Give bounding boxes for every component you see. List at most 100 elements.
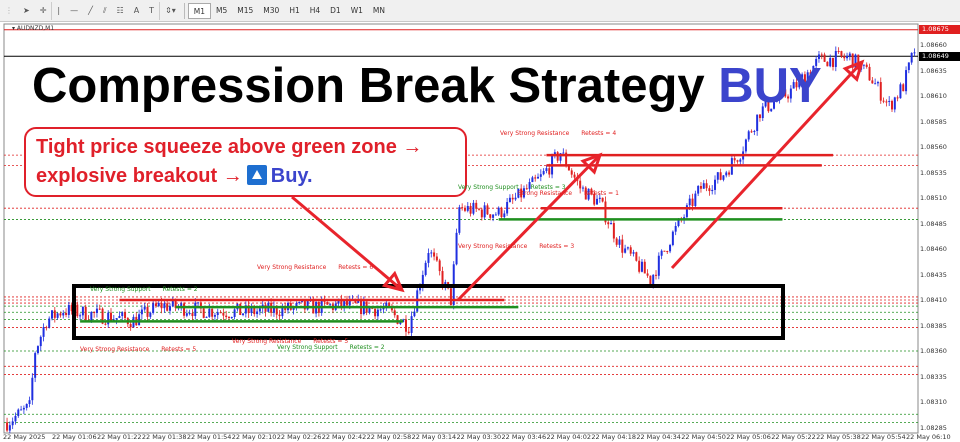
candle-body [194, 302, 197, 317]
candle-body [121, 312, 124, 317]
candle-body [449, 288, 452, 305]
timeframe-h1[interactable]: H1 [289, 5, 300, 15]
candle-body [750, 131, 753, 133]
candle-body [326, 301, 329, 305]
level-type: Very Strong Support [458, 184, 519, 191]
candle-body [36, 346, 39, 354]
candle-body [590, 188, 593, 194]
candle-body [348, 299, 351, 306]
candle-body [168, 306, 171, 311]
candle-body [691, 198, 694, 206]
timeframe-m30[interactable]: M30 [263, 5, 280, 15]
candle-body [25, 403, 28, 408]
candle-body [340, 298, 343, 307]
candle-body [854, 54, 857, 68]
candle-body [216, 312, 219, 316]
candle-body [486, 205, 489, 215]
candle-body [185, 313, 188, 316]
candle-body [70, 305, 73, 312]
breakout-arrow-1 [456, 153, 602, 302]
candle-body [817, 54, 820, 59]
candle-body [205, 316, 208, 318]
candle-body [213, 315, 216, 317]
candle-body [45, 327, 48, 329]
timeframe-m15[interactable]: M15 [237, 5, 254, 15]
candle-body [646, 273, 649, 276]
candle-body [191, 313, 194, 317]
timeframe-h4[interactable]: H4 [309, 5, 321, 15]
level-retests: Retests = 3 [539, 243, 575, 250]
candle-body [598, 197, 601, 199]
candle-body [152, 303, 155, 313]
cursor-icon[interactable]: ➤ [23, 5, 30, 15]
candle-body [728, 172, 731, 175]
candle-body [522, 188, 525, 198]
candle-body [458, 207, 461, 233]
candle-body [56, 313, 59, 318]
candle-body [907, 62, 910, 71]
price-tick: 1.08310 [920, 398, 947, 406]
time-tick: 22 May 2025 [3, 433, 46, 441]
candle-body [809, 72, 812, 76]
candle-body [497, 207, 500, 215]
candle-body [149, 312, 152, 317]
shapes-dropdown-icon[interactable]: ⇕▾ [159, 1, 181, 20]
candle-body [829, 57, 832, 67]
candle-body [109, 312, 112, 322]
level-label: Very Strong Resistance Retests = 6 [257, 264, 373, 271]
candle-body [6, 422, 9, 431]
level-retests: Retests = 2 [349, 344, 385, 351]
candle-body [615, 238, 618, 245]
channels-icon[interactable]: ⫽ [102, 5, 107, 15]
level-retests: Retests = 5 [313, 338, 349, 345]
level-label: Very Strong Resistance Retests = 3 [458, 243, 574, 250]
timeframe-mn[interactable]: MN [372, 5, 385, 15]
candle-body [739, 159, 742, 162]
candle-body [433, 252, 436, 257]
candle-body [435, 256, 438, 261]
candle-body [669, 245, 672, 252]
level-label: Strong Resistance Retests = 1 [518, 190, 619, 197]
text-icon[interactable]: A [133, 5, 140, 15]
candle-body [888, 100, 891, 102]
candle-body [183, 303, 186, 316]
price-tick: 1.08610 [920, 92, 947, 100]
horizontal-line-icon[interactable]: — [70, 5, 79, 15]
candle-body [67, 305, 70, 315]
fibonacci-icon[interactable]: ☷ [116, 5, 124, 15]
timeframe-m1[interactable]: M1 [187, 2, 212, 19]
candle-body [789, 88, 792, 99]
candle-body [14, 415, 17, 422]
callout-line-2: explosive breakout → [36, 165, 243, 187]
level-retests: Retests = 4 [581, 130, 617, 137]
trendline-icon[interactable]: ╱ [88, 5, 93, 15]
candle-body [832, 57, 835, 67]
candle-body [301, 301, 304, 303]
timeframe-w1[interactable]: W1 [350, 5, 363, 15]
candle-body [716, 172, 719, 180]
candle-body [910, 52, 913, 63]
candle-body [104, 323, 107, 325]
time-tick: 22 May 03:46 [501, 433, 547, 441]
candle-body [905, 70, 908, 92]
time-tick: 22 May 01:38 [141, 433, 187, 441]
time-tick: 22 May 05:06 [726, 433, 771, 441]
price-tick: 1.08485 [920, 219, 947, 228]
timeframe-d1[interactable]: D1 [330, 5, 341, 15]
candle-body [764, 100, 767, 107]
time-tick: 22 May 05:38 [816, 433, 861, 441]
candle-body [601, 197, 604, 202]
candle-body [528, 182, 531, 189]
text-label-icon[interactable]: T [149, 5, 155, 15]
time-tick: 22 May 05:54 [861, 433, 906, 441]
timeframe-m5[interactable]: M5 [216, 5, 228, 15]
price-tick: 1.08635 [920, 66, 947, 75]
price-tick: 1.08560 [920, 143, 947, 151]
vertical-line-icon[interactable]: | [51, 1, 65, 20]
price-tick: 1.08285 [920, 423, 947, 432]
candle-body [390, 307, 393, 311]
candle-body [612, 223, 615, 239]
candle-body [480, 209, 483, 218]
crosshair-icon[interactable]: ✛ [39, 5, 47, 15]
candle-body [503, 213, 506, 218]
